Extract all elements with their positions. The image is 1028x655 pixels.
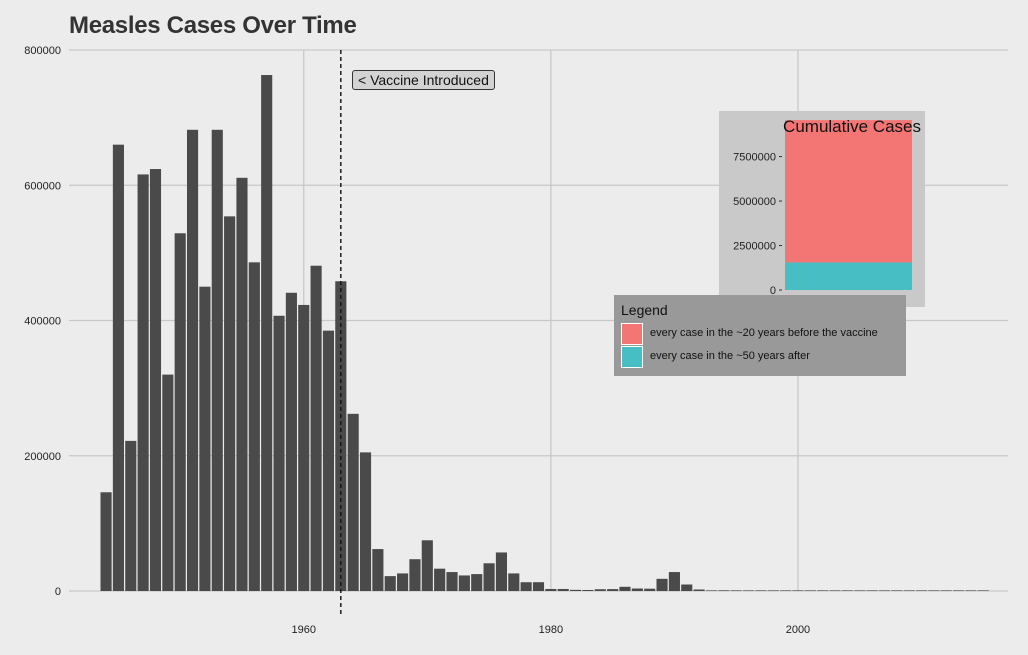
inset-tick-label: 5000000 xyxy=(733,196,776,208)
bar-1971 xyxy=(434,568,446,591)
bar-1950 xyxy=(174,233,186,592)
legend-swatch-after xyxy=(621,346,643,368)
bar-1946 xyxy=(125,440,137,591)
bar-1945 xyxy=(112,144,124,592)
bar-1959 xyxy=(285,292,297,591)
legend-item-after: every case in the ~50 years after xyxy=(621,346,901,368)
bar-1999 xyxy=(780,590,792,591)
bar-2013 xyxy=(953,590,965,591)
bar-1975 xyxy=(483,563,495,591)
bar-1955 xyxy=(236,177,248,591)
bar-1979 xyxy=(532,582,545,591)
bar-1952 xyxy=(199,286,211,591)
bar-1978 xyxy=(520,582,532,591)
bar-1972 xyxy=(446,572,458,591)
bar-1969 xyxy=(409,559,421,591)
bar-1986 xyxy=(619,586,631,591)
bar-1995 xyxy=(730,590,742,591)
x-tick-label: 1980 xyxy=(539,624,563,636)
bar-2002 xyxy=(817,590,829,591)
y-tick-label: 0 xyxy=(55,586,61,598)
bar-2011 xyxy=(928,590,940,591)
bar-1965 xyxy=(359,452,372,591)
bar-1989 xyxy=(656,578,668,591)
bar-1968 xyxy=(397,573,409,591)
vaccine-annotation: < Vaccine Introduced xyxy=(352,70,495,90)
legend-title: Legend xyxy=(621,302,668,318)
bar-2015 xyxy=(977,590,989,591)
inset-bar-0 xyxy=(785,262,912,290)
bar-2008 xyxy=(891,590,903,591)
bar-2003 xyxy=(829,590,841,591)
bar-1998 xyxy=(767,590,779,591)
bar-2000 xyxy=(792,590,804,591)
bar-1958 xyxy=(273,315,285,591)
bar-1949 xyxy=(162,374,174,591)
bar-1994 xyxy=(718,590,730,591)
bar-2014 xyxy=(965,590,977,591)
bar-1956 xyxy=(248,262,260,591)
bar-1944 xyxy=(100,492,112,591)
chart-title: Measles Cases Over Time xyxy=(69,12,357,39)
y-tick-label: 400000 xyxy=(24,316,61,328)
bar-1964 xyxy=(347,413,359,591)
legend-label-after: every case in the ~50 years after xyxy=(650,350,810,362)
bar-1992 xyxy=(693,589,705,591)
bar-2001 xyxy=(804,590,816,591)
bar-1967 xyxy=(384,576,396,591)
bar-1966 xyxy=(372,549,384,591)
bar-2012 xyxy=(940,590,952,591)
bar-2010 xyxy=(915,590,928,591)
x-tick-label: 2000 xyxy=(786,624,810,636)
inset-bar-1 xyxy=(785,120,912,263)
bar-2004 xyxy=(841,590,853,591)
legend-swatch-before xyxy=(621,323,643,345)
bar-1970 xyxy=(421,540,433,591)
y-tick-label: 800000 xyxy=(24,45,61,57)
bar-1961 xyxy=(310,265,322,591)
bar-1991 xyxy=(681,584,693,591)
legend-label-before: every case in the ~20 years before the v… xyxy=(650,327,878,339)
bar-1996 xyxy=(742,590,755,591)
bar-1990 xyxy=(668,572,680,591)
bar-1985 xyxy=(607,589,619,591)
bar-1987 xyxy=(631,588,643,591)
bar-1960 xyxy=(298,304,310,591)
inset-tick-label: 2500000 xyxy=(733,241,776,253)
inset-tick-label: 0 xyxy=(770,285,776,297)
bar-1951 xyxy=(186,129,199,592)
bar-1954 xyxy=(224,216,236,592)
legend: Legend every case in the ~20 years befor… xyxy=(614,295,906,376)
bar-1973 xyxy=(458,575,470,591)
bar-1980 xyxy=(545,588,557,591)
bar-1981 xyxy=(557,588,569,591)
bar-1988 xyxy=(644,588,656,591)
y-tick-label: 200000 xyxy=(24,451,61,463)
inset-chart: 0 2500000 5000000 7500000 xyxy=(733,120,912,297)
bar-1947 xyxy=(137,174,149,591)
bar-1983 xyxy=(582,589,594,591)
legend-item-before: every case in the ~20 years before the v… xyxy=(621,323,901,345)
bar-1962 xyxy=(322,330,335,591)
bar-2005 xyxy=(854,590,866,591)
y-tick-label: 600000 xyxy=(24,180,61,192)
inset-title: Cumulative Cases xyxy=(783,117,921,136)
cumulative-inset: 0 2500000 5000000 7500000 Cumulative Cases xyxy=(719,111,925,307)
bar-1974 xyxy=(471,574,483,591)
bar-1957 xyxy=(261,75,273,592)
bar-2007 xyxy=(878,590,891,591)
bar-1982 xyxy=(570,589,582,591)
inset-tick-label: 7500000 xyxy=(733,152,776,164)
bar-1984 xyxy=(594,589,606,591)
bar-1953 xyxy=(211,129,223,592)
bar-1976 xyxy=(495,552,507,591)
bar-1993 xyxy=(705,590,718,591)
bar-2009 xyxy=(903,590,915,591)
x-tick-label: 1960 xyxy=(292,624,316,636)
bar-1948 xyxy=(149,169,162,591)
bar-1977 xyxy=(508,573,520,591)
bar-2006 xyxy=(866,590,878,591)
bar-1997 xyxy=(755,590,767,591)
